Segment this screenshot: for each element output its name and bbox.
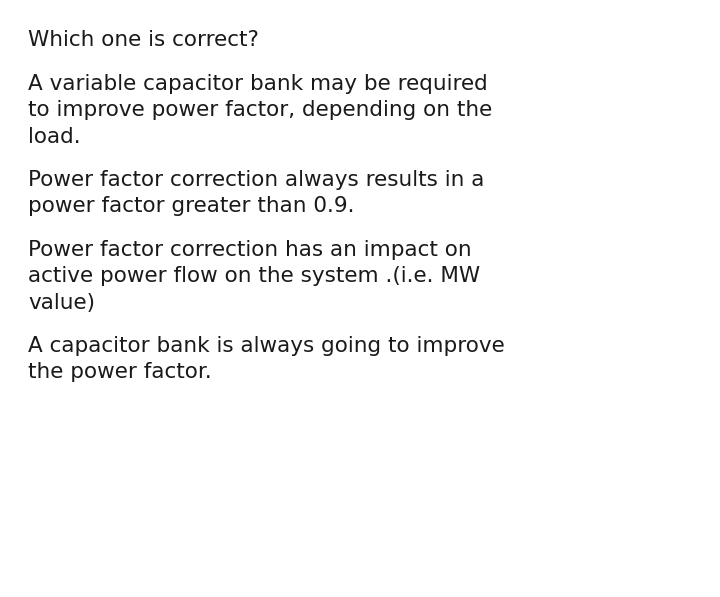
Text: Power factor correction always results in a
power factor greater than 0.9.: Power factor correction always results i… [28, 170, 485, 216]
Text: Which one is correct?: Which one is correct? [28, 30, 259, 50]
Text: Power factor correction has an impact on
active power flow on the system .(i.e. : Power factor correction has an impact on… [28, 240, 480, 313]
Text: A variable capacitor bank may be required
to improve power factor, depending on : A variable capacitor bank may be require… [28, 74, 492, 147]
Text: A capacitor bank is always going to improve
the power factor.: A capacitor bank is always going to impr… [28, 336, 505, 383]
